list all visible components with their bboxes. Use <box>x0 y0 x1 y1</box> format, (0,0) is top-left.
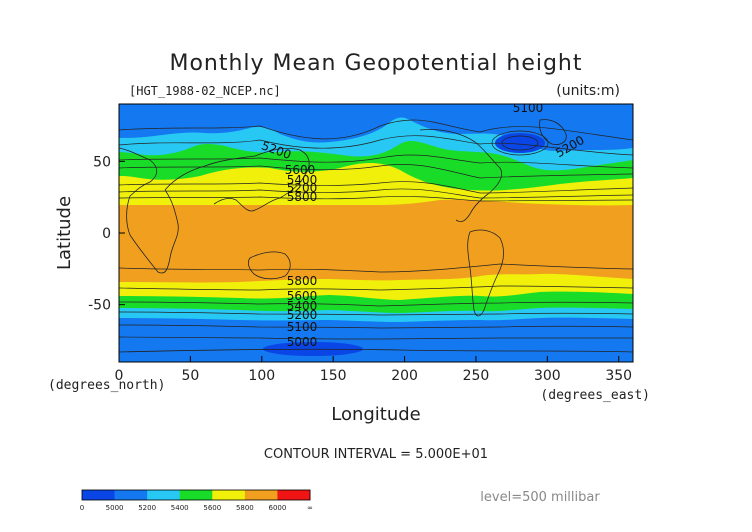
x-tick-label: 50 <box>181 368 199 384</box>
colorbar-swatch <box>244 490 278 500</box>
contour-label: 5800 <box>287 190 318 204</box>
x-tick-label: 200 <box>391 368 418 384</box>
chart-title: Monthly Mean Geopotential height <box>169 51 582 76</box>
colorbar-tick-label: 5200 <box>138 504 156 512</box>
colorbar <box>81 489 311 501</box>
x-axis-label: Longitude <box>331 404 421 425</box>
x-unit-label: (degrees_east) <box>540 388 650 403</box>
colorbar-tick-label: 6000 <box>269 504 287 512</box>
colorbar-swatch <box>114 490 148 500</box>
x-tick-label: 300 <box>534 368 561 384</box>
colorbar-swatch <box>277 490 311 500</box>
level-label: level=500 millibar <box>480 490 600 505</box>
contour-label: 5100 <box>513 101 544 115</box>
y-axis: 50 0 -50 <box>88 154 125 314</box>
colorbar-labels: 0 5000 5200 5400 5600 5800 6000 ∞ <box>80 504 313 512</box>
contour-interval: CONTOUR INTERVAL = 5.000E+01 <box>264 447 488 462</box>
y-tick-label: 0 <box>102 226 111 242</box>
plot-area: 5100 5200 5200 5600 5400 5200 5800 5800 … <box>119 101 633 362</box>
colorbar-swatch <box>212 490 246 500</box>
contour-label: 5000 <box>287 335 318 349</box>
contour-label: 5400 <box>287 173 318 187</box>
y-axis-label: Latitude <box>54 196 75 270</box>
colorbar-swatch <box>82 490 116 500</box>
nh-blue-band <box>119 104 633 151</box>
sh-blue-band <box>119 317 633 362</box>
contour-label: 5100 <box>287 320 318 334</box>
x-tick-label: 150 <box>320 368 347 384</box>
units-label: (units:m) <box>556 83 620 99</box>
colorbar-swatch <box>147 490 181 500</box>
contour-label: 5600 <box>285 163 316 177</box>
colorbar-tick-label: 5800 <box>236 504 254 512</box>
contour-label: 5800 <box>287 274 318 288</box>
contour-labels: 5100 5200 5200 5600 5400 5200 5800 5800 … <box>260 101 587 349</box>
y-tick-label: -50 <box>88 298 111 314</box>
colorbar-tick-label: ∞ <box>307 504 313 512</box>
x-tick-label: 100 <box>248 368 275 384</box>
colorbar-frame <box>81 489 311 501</box>
x-tick-label: 0 <box>115 368 124 384</box>
coastlines <box>119 119 633 353</box>
chart-subtitle: [HGT_1988-02_NCEP.nc] <box>129 84 281 98</box>
colorbar-swatch <box>179 490 213 500</box>
y-tick-label: 50 <box>93 154 111 170</box>
x-tick-label: 350 <box>605 368 632 384</box>
contour-label: 5600 <box>287 289 318 303</box>
x-axis: 0 50 100 150 200 250 300 350 <box>115 356 632 384</box>
colorbar-tick-label: 5400 <box>171 504 189 512</box>
colorbar-tick-label: 5000 <box>106 504 124 512</box>
contour-label: 5200 <box>287 181 318 195</box>
contour-label: 5200 <box>287 308 318 322</box>
y-unit-label: (degrees_north) <box>48 378 165 393</box>
colorbar-tick-label: 0 <box>80 504 84 512</box>
x-tick-label: 250 <box>463 368 490 384</box>
contour-lines <box>119 119 633 340</box>
colorbar-tick-label: 5600 <box>203 504 221 512</box>
contour-label: 5400 <box>287 299 318 313</box>
